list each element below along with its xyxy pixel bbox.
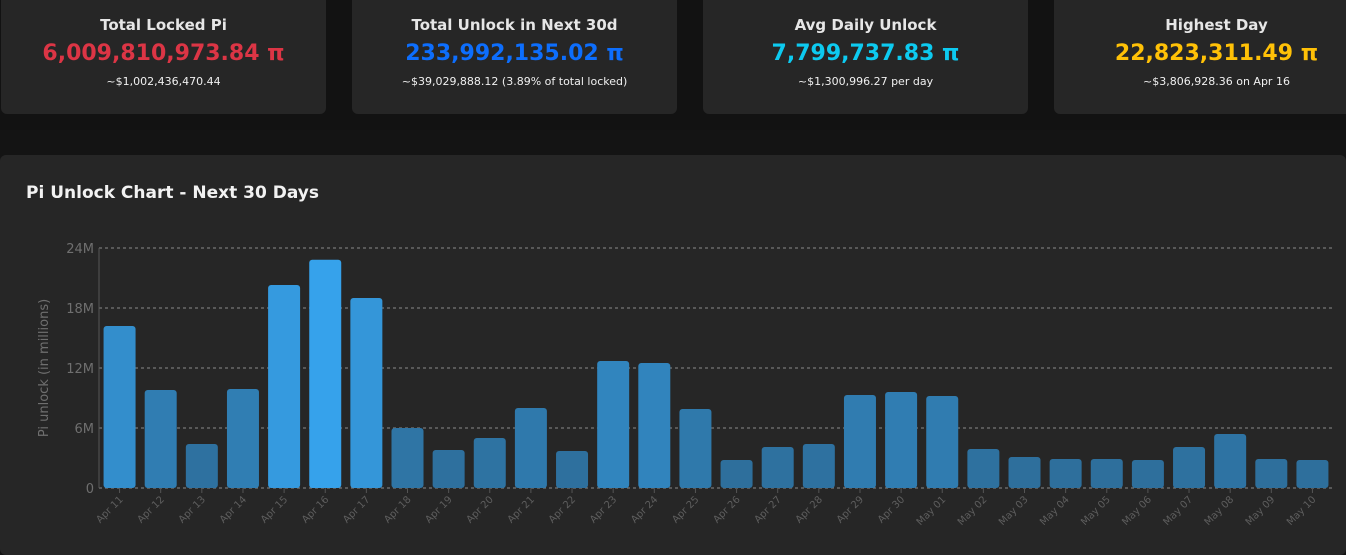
x-tick-label: Apr 16	[300, 494, 331, 525]
x-tick-label: May 09	[1244, 494, 1278, 528]
x-tick-label: Apr 24	[629, 494, 660, 525]
bar	[350, 298, 383, 488]
card-subtext: ~$1,002,436,470.44	[106, 75, 221, 88]
card-value: 7,799,737.83 π	[771, 41, 960, 66]
bar	[473, 438, 506, 488]
bar	[185, 444, 218, 488]
stats-bar: Total Locked Pi 6,009,810,973.84 π ~$1,0…	[0, 0, 1346, 130]
bar	[103, 326, 136, 488]
bar	[679, 409, 712, 488]
y-tick-label: 0	[86, 482, 94, 497]
card-value: 6,009,810,973.84 π	[42, 41, 285, 66]
x-tick-label: Apr 28	[794, 494, 825, 525]
bar	[967, 449, 1000, 488]
bar	[720, 460, 753, 488]
x-tick-label: Apr 27	[753, 494, 784, 525]
bar	[1296, 460, 1329, 488]
card-avg-daily: Avg Daily Unlock 7,799,737.83 π ~$1,300,…	[703, 0, 1028, 114]
bar	[556, 451, 589, 488]
card-title: Total Unlock in Next 30d	[411, 16, 618, 34]
card-total-locked: Total Locked Pi 6,009,810,973.84 π ~$1,0…	[1, 0, 326, 114]
y-tick-label: 6M	[75, 422, 95, 437]
bar	[926, 396, 959, 488]
bar	[268, 285, 301, 488]
x-tick-label: Apr 18	[382, 494, 413, 525]
x-tick-label: May 04	[1038, 494, 1072, 528]
card-value: 22,823,311.49 π	[1114, 41, 1319, 66]
x-tick-label: Apr 21	[506, 494, 537, 525]
bar	[1255, 459, 1288, 488]
card-title: Highest Day	[1165, 16, 1268, 34]
card-highest-day: Highest Day 22,823,311.49 π ~$3,806,928.…	[1054, 0, 1346, 114]
x-tick-label: Apr 29	[835, 494, 866, 525]
x-tick-label: May 07	[1162, 494, 1196, 528]
bar	[885, 392, 918, 488]
y-tick-label: 18M	[66, 302, 94, 317]
bar	[391, 428, 424, 488]
y-axis-label: Pi unlock (in millions)	[37, 299, 52, 437]
chart-title: Pi Unlock Chart - Next 30 Days	[26, 183, 319, 203]
x-tick-label: Apr 14	[218, 494, 249, 525]
x-tick-label: Apr 19	[423, 494, 454, 525]
y-tick-label: 24M	[66, 242, 94, 257]
card-title: Total Locked Pi	[100, 16, 227, 34]
x-tick-label: Apr 25	[670, 494, 701, 525]
x-tick-label: Apr 26	[711, 494, 742, 525]
bar	[1131, 460, 1164, 488]
bar	[1090, 459, 1123, 488]
bar-chart: 0 6M 12M 18M 24M Pi unlock (in millions) Apr 1…	[37, 242, 1333, 528]
x-tick-label: May 10	[1285, 494, 1319, 528]
x-tick-label: Apr 20	[465, 494, 496, 525]
bar	[843, 395, 876, 488]
bar	[144, 390, 177, 488]
x-tick-label: Apr 30	[876, 494, 907, 525]
card-total-unlock: Total Unlock in Next 30d 233,992,135.02 …	[352, 0, 677, 114]
bar	[1214, 434, 1247, 488]
card-subtext: ~$39,029,888.12 (3.89% of total locked)	[401, 75, 628, 88]
bar	[1173, 447, 1206, 488]
card-subtext: ~$3,806,928.36 on Apr 16	[1143, 75, 1290, 88]
x-tick-label: May 08	[1203, 494, 1237, 528]
card-subtext: ~$1,300,996.27 per day	[797, 75, 934, 88]
bar	[761, 447, 794, 488]
x-tick-label: Apr 15	[259, 494, 290, 525]
x-tick-label: Apr 11	[94, 494, 125, 525]
card-value: 233,992,135.02 π	[405, 41, 624, 66]
x-tick-label: Apr 17	[341, 494, 372, 525]
y-tick-label: 12M	[66, 362, 94, 377]
bar	[432, 450, 465, 488]
bar	[802, 444, 835, 488]
bar	[1008, 457, 1041, 488]
card-title: Avg Daily Unlock	[794, 16, 937, 34]
bar	[309, 259, 342, 488]
x-tick-label: May 05	[1079, 494, 1113, 528]
x-tick-label: May 03	[997, 494, 1031, 528]
bar	[1049, 459, 1082, 488]
x-tick-label: Apr 12	[136, 494, 167, 525]
x-tick-label: May 01	[915, 494, 949, 528]
x-tick-label: May 06	[1120, 494, 1154, 528]
bar	[514, 408, 547, 488]
bar	[597, 361, 630, 488]
x-tick-label: Apr 22	[547, 494, 578, 525]
x-tick-label: Apr 13	[177, 494, 208, 525]
x-tick-label: May 02	[956, 494, 990, 528]
bar	[638, 363, 671, 488]
x-tick-label: Apr 23	[588, 494, 619, 525]
bar	[226, 389, 259, 488]
